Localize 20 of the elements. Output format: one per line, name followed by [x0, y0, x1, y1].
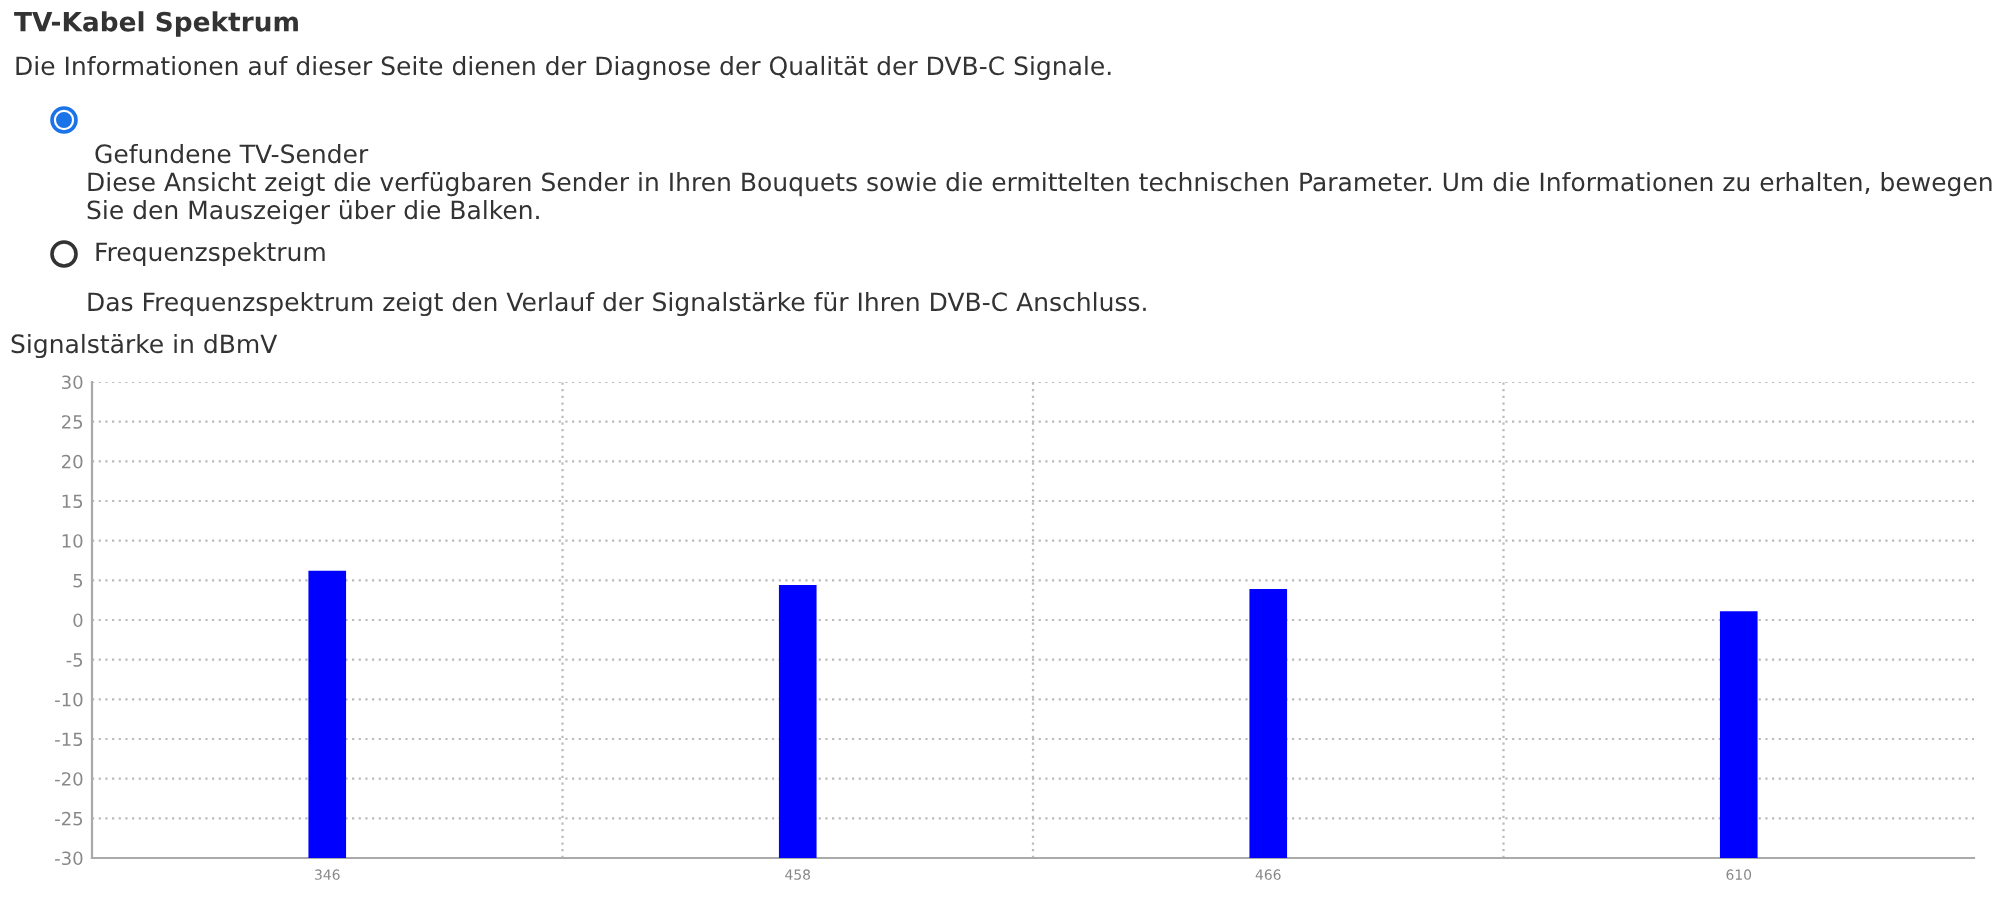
y-tick-label: -30 — [55, 851, 83, 866]
y-tick-label: 15 — [62, 494, 83, 509]
y-tick-label: -5 — [66, 653, 83, 667]
y-tick-label: 10 — [62, 534, 83, 548]
text: Gefundene TV-Sender — [95, 143, 369, 164]
y-tick-label: -10 — [55, 692, 83, 707]
y-tick-label: 30 — [62, 375, 83, 390]
y-tick-label: -20 — [55, 772, 83, 786]
chart-subtitle: Die Informationen auf dieser Seite dienen der Diagnose der Qualität der DVB-C Signale. — [16, 55, 1111, 81]
y-tick-label: -15 — [55, 732, 83, 747]
text: Frequenzspektrum — [96, 241, 325, 267]
y-tick-label: -25 — [55, 811, 83, 826]
text: Diese Ansicht zeigt die verfügbaren Sender in Ihren Bouquets sowie die ermittelten technischen Parameter. Um die Informationen zu erhalten, bewegen Sie den Mauszeiger über die Balken. — [87, 172, 1992, 225]
chart-title: TV-Kabel Spektrum — [14, 11, 298, 37]
y-tick-label: 5 — [73, 574, 83, 588]
y-tick-label: 20 — [62, 454, 83, 469]
y-tick-label: 25 — [62, 415, 83, 429]
y-axis-title: Signalstärke in dBmV — [11, 333, 278, 359]
text: Das Frequenzspektrum zeigt den Verlauf der Signalstärke für Ihren DVB-C Anschluss. — [88, 291, 1146, 317]
y-tick-label: 0 — [73, 613, 83, 628]
